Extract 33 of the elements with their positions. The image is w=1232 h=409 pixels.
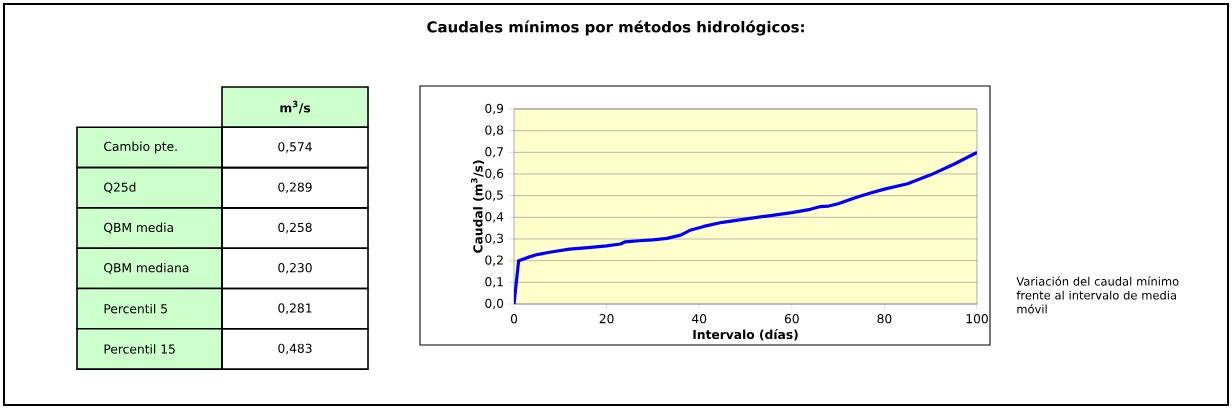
category-label: Percentil 15 [104,344,175,354]
x-tick-label: 40 [692,314,707,324]
x-tick-label: 100 [966,314,988,324]
y-tick-label: 0,4 [485,212,504,223]
y-tick-label: 0,6 [485,168,504,180]
x-tick-label: 0 [510,314,518,324]
x-tick-label: 80 [877,314,892,324]
y-tick-label: 0,0 [485,298,504,310]
y-tick-label: 0,2 [485,255,503,266]
text: 0,289 [278,182,312,193]
category-label: QBM mediana [104,262,189,274]
y-tick-label: 0,8 [485,125,504,136]
y-tick-label: 0,1 [485,277,503,288]
text: 0,230 [278,263,312,274]
text: 0,281 [278,303,312,314]
text: 0,574 [278,142,312,153]
category-label: Percentil 5 [104,303,167,314]
y-axis-title: Caudal (m$^{3}$/s) [470,160,484,253]
y-tick-label: 0,3 [485,233,503,245]
text: m$^{3}$/s [280,100,311,114]
text: 0,258 [278,222,312,234]
chart-title: Caudales mínimos por métodos hidrológicos: [427,20,804,36]
category-label: QBM media [104,222,173,234]
x-tick-label: 20 [599,314,614,324]
text: 0,483 [278,343,312,355]
category-label: Cambio pte. [104,141,177,154]
x-tick-label: 60 [784,314,799,324]
text: Variación del caudal mínimo frente al intervalo de media móvil [1016,276,1179,314]
y-tick-label: 0,7 [485,147,503,158]
y-tick-label: 0,5 [485,190,503,201]
x-axis-title: Intervalo (días) [693,329,798,341]
category-label: Q25d [104,182,136,194]
y-tick-label: 0,9 [485,103,504,115]
